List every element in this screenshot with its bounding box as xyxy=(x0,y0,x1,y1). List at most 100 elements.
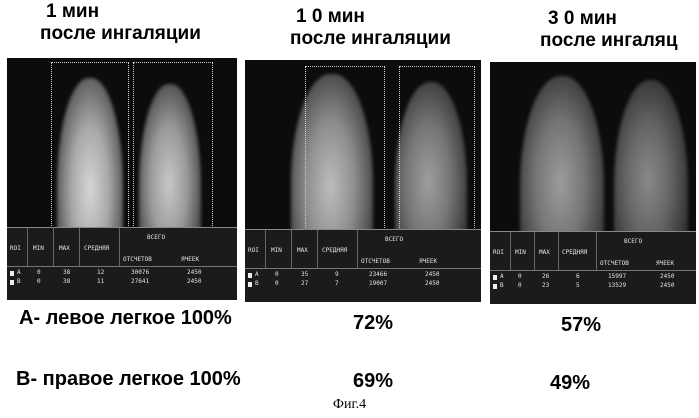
table-row: B 0 38 11 27641 2450 xyxy=(7,278,237,288)
col-total: ВСЕГО xyxy=(385,236,403,243)
cells-value: 2450 xyxy=(660,273,674,280)
roi-table-header: ROI MIN MAX СРЕДНЯЯ ВСЕГО ОТСЧЕТОВ ЯЧЕЕК xyxy=(7,228,237,267)
cells-value: 2450 xyxy=(187,269,201,276)
col-total: ВСЕГО xyxy=(147,234,165,241)
table-divider xyxy=(596,232,597,270)
col-counts: ОТСЧЕТОВ xyxy=(361,258,390,265)
panel-1-time: 1 мин xyxy=(46,1,201,23)
table-divider xyxy=(79,228,80,266)
avg-value: 12 xyxy=(97,269,104,276)
col-min: MIN xyxy=(515,249,526,256)
table-divider xyxy=(534,232,535,270)
panel-2-time: 1 0 мин xyxy=(296,6,451,28)
col-min: MIN xyxy=(271,247,282,254)
roi-swatch xyxy=(10,271,14,276)
col-counts: ОТСЧЕТОВ xyxy=(600,260,629,267)
roi-id: B xyxy=(17,278,21,285)
roi-table-header: ROI MIN MAX СРЕДНЯЯ ВСЕГО ОТСЧЕТОВ ЯЧЕЕК xyxy=(245,230,481,269)
table-divider xyxy=(291,230,292,268)
right-lung-10min-value: 69% xyxy=(353,369,393,393)
scan-image-30-min: ROI MIN MAX СРЕДНЯЯ ВСЕГО ОТСЧЕТОВ ЯЧЕЕК… xyxy=(490,62,696,304)
roi-id: B xyxy=(500,282,504,289)
table-row: B 0 23 5 13529 2450 xyxy=(490,282,696,292)
panel-1-header: 1 мин после ингаляции xyxy=(46,1,201,45)
cells-value: 2450 xyxy=(187,278,201,285)
roi-table-header: ROI MIN MAX СРЕДНЯЯ ВСЕГО ОТСЧЕТОВ ЯЧЕЕК xyxy=(490,232,696,271)
col-total: ВСЕГО xyxy=(624,238,642,245)
table-divider xyxy=(558,232,559,270)
roi-swatch xyxy=(10,280,14,285)
avg-value: 11 xyxy=(97,278,104,285)
avg-value: 9 xyxy=(335,271,339,278)
panel-2-header: 1 0 мин после ингаляции xyxy=(296,6,451,50)
figure-caption: Фиг.4 xyxy=(0,397,699,413)
left-lung-10min-value: 72% xyxy=(353,311,393,335)
avg-value: 7 xyxy=(335,280,339,287)
col-cells: ЯЧЕЕК xyxy=(419,258,437,265)
col-cells: ЯЧЕЕК xyxy=(181,256,199,263)
roi-id: A xyxy=(255,271,259,278)
col-roi: ROI xyxy=(493,249,504,256)
cells-value: 2450 xyxy=(425,280,439,287)
right-lung-30min-value: 49% xyxy=(550,371,590,395)
table-row: B 0 27 7 19007 2450 xyxy=(245,280,481,290)
col-max: MAX xyxy=(59,245,70,252)
table-divider xyxy=(317,230,318,268)
max-value: 38 xyxy=(63,278,70,285)
counts-value: 23466 xyxy=(369,271,387,278)
max-value: 27 xyxy=(301,280,308,287)
col-cells: ЯЧЕЕК xyxy=(656,260,674,267)
roi-table: ROI MIN MAX СРЕДНЯЯ ВСЕГО ОТСЧЕТОВ ЯЧЕЕК… xyxy=(245,229,481,302)
table-divider xyxy=(119,228,120,266)
roi-swatch xyxy=(493,284,497,289)
roi-id: B xyxy=(255,280,259,287)
left-lung-label: A- левое легкое 100% xyxy=(19,306,232,330)
avg-value: 5 xyxy=(576,282,580,289)
panel-1-subtitle: после ингаляции xyxy=(40,23,201,45)
cells-value: 2450 xyxy=(425,271,439,278)
roi-table: ROI MIN MAX СРЕДНЯЯ ВСЕГО ОТСЧЕТОВ ЯЧЕЕК… xyxy=(7,227,237,300)
scan-image-10-min: ROI MIN MAX СРЕДНЯЯ ВСЕГО ОТСЧЕТОВ ЯЧЕЕК… xyxy=(245,60,481,302)
col-avg: СРЕДНЯЯ xyxy=(84,245,109,252)
min-value: 0 xyxy=(518,273,522,280)
roi-swatch xyxy=(493,275,497,280)
col-min: MIN xyxy=(33,245,44,252)
col-avg: СРЕДНЯЯ xyxy=(562,249,587,256)
roi-id: A xyxy=(500,273,504,280)
col-roi: ROI xyxy=(10,245,21,252)
min-value: 0 xyxy=(518,282,522,289)
min-value: 0 xyxy=(37,278,41,285)
col-avg: СРЕДНЯЯ xyxy=(322,247,347,254)
panel-2-subtitle: после ингаляции xyxy=(290,28,451,50)
table-divider xyxy=(53,228,54,266)
max-value: 35 xyxy=(301,271,308,278)
counts-value: 30076 xyxy=(131,269,149,276)
col-counts: ОТСЧЕТОВ xyxy=(123,256,152,263)
min-value: 0 xyxy=(37,269,41,276)
max-value: 26 xyxy=(542,273,549,280)
roi-table: ROI MIN MAX СРЕДНЯЯ ВСЕГО ОТСЧЕТОВ ЯЧЕЕК… xyxy=(490,231,696,304)
max-value: 38 xyxy=(63,269,70,276)
table-divider xyxy=(357,230,358,268)
min-value: 0 xyxy=(275,271,279,278)
counts-value: 13529 xyxy=(608,282,626,289)
min-value: 0 xyxy=(275,280,279,287)
cells-value: 2450 xyxy=(660,282,674,289)
roi-swatch xyxy=(248,282,252,287)
table-divider xyxy=(265,230,266,268)
table-divider xyxy=(510,232,511,270)
counts-value: 15997 xyxy=(608,273,626,280)
roi-swatch xyxy=(248,273,252,278)
counts-value: 27641 xyxy=(131,278,149,285)
scan-image-1-min: ROI MIN MAX СРЕДНЯЯ ВСЕГО ОТСЧЕТОВ ЯЧЕЕК… xyxy=(7,58,237,300)
table-divider xyxy=(27,228,28,266)
right-lung-label: B- правое легкое 100% xyxy=(16,367,241,391)
left-lung-30min-value: 57% xyxy=(561,313,601,337)
panel-3-subtitle: после ингаляц xyxy=(540,30,678,52)
panel-3-time: 3 0 мин xyxy=(548,8,678,30)
max-value: 23 xyxy=(542,282,549,289)
col-roi: ROI xyxy=(248,247,259,254)
col-max: MAX xyxy=(539,249,550,256)
roi-id: A xyxy=(17,269,21,276)
col-max: MAX xyxy=(297,247,308,254)
